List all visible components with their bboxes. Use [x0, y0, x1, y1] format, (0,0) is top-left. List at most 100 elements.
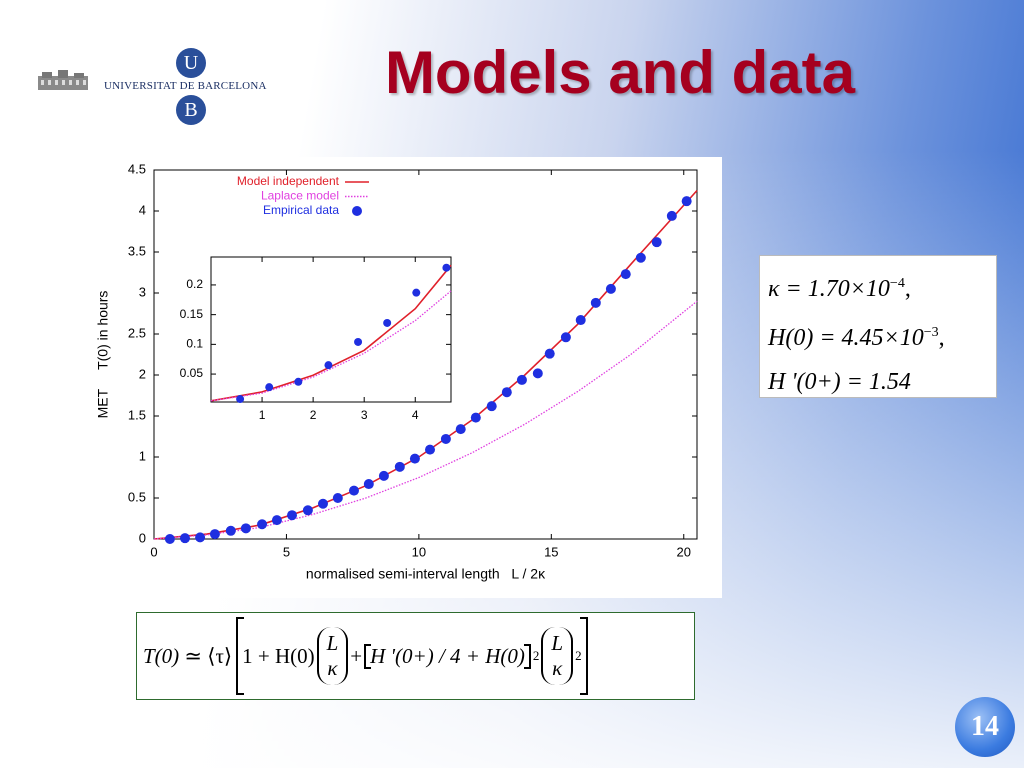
data-point	[354, 337, 363, 346]
data-point	[590, 297, 601, 308]
x-tick-label: 10	[412, 544, 426, 559]
y-tick-label: 2	[139, 366, 146, 381]
legend-label: Model independent	[237, 174, 340, 188]
x-tick-label: 2	[310, 408, 317, 422]
data-point	[440, 433, 451, 444]
series-line	[153, 300, 698, 540]
y-tick-label: 1.5	[128, 407, 146, 422]
y-tick-label: 0.15	[180, 307, 204, 321]
data-point	[501, 387, 512, 398]
logo-u: U	[176, 48, 206, 78]
data-point	[544, 348, 555, 359]
x-tick-label: 15	[544, 544, 558, 559]
eq-text: +	[350, 643, 363, 668]
param-line: H '(0+) = 1.54	[768, 360, 988, 404]
parameter-box: κ = 1.70×10−4, H(0) = 4.45×10−3, H '(0+)…	[759, 255, 997, 398]
eq-text: L	[326, 631, 339, 655]
data-point	[294, 377, 303, 386]
data-point	[287, 510, 298, 521]
param-line: H(0) = 4.45×10−3,	[768, 311, 988, 360]
logo-building	[38, 70, 88, 90]
param-line: κ = 1.70×10−4,	[768, 262, 988, 311]
eq-bracket: H '(0+) / 4 + H(0)	[364, 643, 531, 669]
eq-text: ≃	[184, 643, 203, 668]
data-point	[363, 479, 374, 490]
data-point	[681, 196, 692, 207]
y-tick-label: 0	[139, 530, 146, 545]
data-point	[332, 493, 343, 503]
data-point	[575, 315, 586, 326]
param-exp: −3	[923, 325, 939, 340]
param-tail: ,	[904, 276, 911, 302]
data-point	[455, 424, 466, 435]
data-point	[532, 368, 543, 379]
data-point	[324, 361, 333, 370]
data-point	[348, 485, 359, 496]
eq-text: L	[551, 631, 564, 655]
data-point	[378, 470, 389, 481]
data-point	[383, 318, 392, 327]
data-point	[265, 383, 274, 392]
slide-title: Models and data	[384, 39, 856, 106]
data-point	[605, 283, 616, 294]
data-point	[209, 529, 220, 540]
y-tick-label: 3	[139, 284, 146, 299]
param-exp: −4	[889, 276, 905, 291]
page-number: 14	[955, 697, 1015, 757]
eq-text: ⟨τ⟩	[207, 643, 233, 668]
x-axis-label: normalised semi-interval length L / 2κ	[306, 566, 546, 582]
data-point	[486, 401, 497, 412]
data-point	[442, 263, 451, 272]
data-point	[164, 534, 175, 544]
eq-text: H '(0+) / 4 + H(0)	[370, 643, 525, 668]
eq-exp: 2	[575, 648, 582, 663]
data-point	[620, 269, 631, 280]
y-tick-label: 0.2	[186, 277, 203, 291]
logo-b: B	[176, 95, 206, 125]
y-tick-label: 3.5	[128, 243, 146, 258]
data-point	[271, 515, 282, 526]
legend-label: Empirical data	[263, 203, 339, 217]
data-point	[302, 505, 313, 516]
y-tick-label: 4.5	[128, 161, 146, 176]
eq-text: κ	[327, 656, 338, 680]
y-tick-label: 0.1	[186, 337, 203, 351]
data-point	[240, 523, 251, 534]
data-point	[257, 519, 268, 530]
x-tick-label: 20	[677, 544, 691, 559]
param-text: H(0) = 4.45×10	[768, 325, 924, 351]
y-tick-label: 1	[139, 448, 146, 463]
logo-text: UNIVERSITAT DE BARCELONA	[104, 80, 267, 92]
param-text: κ = 1.70×10	[768, 276, 890, 302]
data-point	[236, 395, 245, 404]
param-tail: ,	[938, 325, 945, 351]
data-point	[635, 252, 646, 263]
data-point	[470, 412, 481, 423]
series-line	[210, 264, 452, 402]
x-tick-label: 1	[259, 408, 266, 422]
y-axis-label: MET T(0) in hours	[95, 291, 111, 419]
data-point	[409, 453, 420, 464]
data-point	[666, 210, 677, 221]
y-tick-label: 2.5	[128, 325, 146, 340]
legend-label: Laplace model	[261, 189, 339, 203]
eq-text: κ	[552, 656, 563, 680]
y-tick-label: 0.5	[128, 489, 146, 504]
x-tick-label: 3	[361, 408, 368, 422]
series-line	[210, 290, 452, 402]
y-tick-label: 0.05	[180, 366, 204, 380]
data-point	[317, 498, 328, 509]
data-point	[651, 237, 662, 248]
eq-text: 1 + H(0)	[242, 643, 315, 668]
eq-exp: 2	[532, 648, 540, 663]
plot-frame	[210, 256, 452, 403]
chart: 0 5 10 15 20 0 0.5 1 1.5 2 2.5 3 3.5 4 4.5 normalised s…	[77, 157, 722, 598]
data-point	[195, 532, 206, 543]
